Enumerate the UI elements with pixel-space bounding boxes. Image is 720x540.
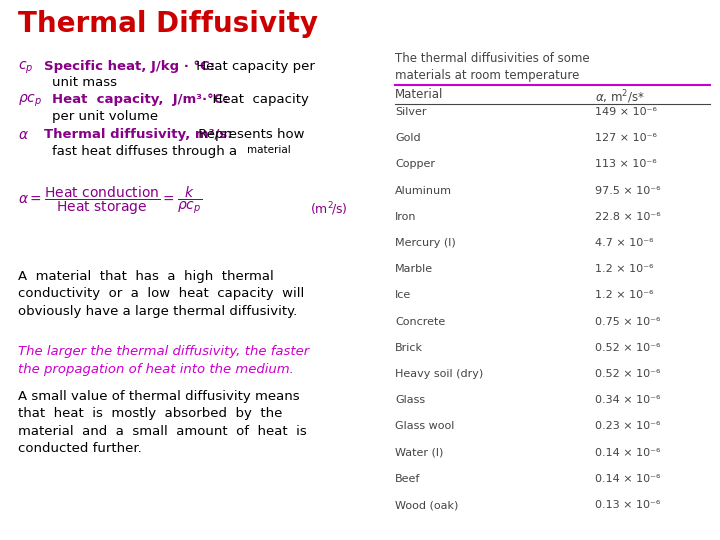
Text: unit mass: unit mass <box>52 76 117 89</box>
Text: Concrete: Concrete <box>395 316 445 327</box>
Text: Thermal diffusivity, m²/s:: Thermal diffusivity, m²/s: <box>44 128 233 141</box>
Text: A  material  that  has  a  high  thermal
conductivity  or  a  low  heat  capacit: A material that has a high thermal condu… <box>18 270 305 318</box>
Text: Ice: Ice <box>395 291 411 300</box>
Text: The thermal diffusivities of some
materials at room temperature: The thermal diffusivities of some materi… <box>395 52 590 82</box>
Text: $(\mathrm{m}^2\!/\mathrm{s})$: $(\mathrm{m}^2\!/\mathrm{s})$ <box>310 200 348 218</box>
Text: Silver: Silver <box>395 107 426 117</box>
Text: 0.34 × 10⁻⁶: 0.34 × 10⁻⁶ <box>595 395 660 405</box>
Text: 149 × 10⁻⁶: 149 × 10⁻⁶ <box>595 107 657 117</box>
Text: 0.14 × 10⁻⁶: 0.14 × 10⁻⁶ <box>595 474 660 484</box>
Text: $\alpha$, m$^2$/s*: $\alpha$, m$^2$/s* <box>595 88 645 106</box>
Text: Iron: Iron <box>395 212 416 222</box>
Text: 127 × 10⁻⁶: 127 × 10⁻⁶ <box>595 133 657 143</box>
Text: Thermal Diffusivity: Thermal Diffusivity <box>18 10 318 38</box>
Text: 1.2 × 10⁻⁶: 1.2 × 10⁻⁶ <box>595 264 653 274</box>
Text: $c_p$: $c_p$ <box>18 60 33 76</box>
Text: 0.13 × 10⁻⁶: 0.13 × 10⁻⁶ <box>595 500 660 510</box>
Text: The larger the thermal diffusivity, the faster
the propagation of heat into the : The larger the thermal diffusivity, the … <box>18 345 310 375</box>
Text: 1.2 × 10⁻⁶: 1.2 × 10⁻⁶ <box>595 291 653 300</box>
Text: 0.75 × 10⁻⁶: 0.75 × 10⁻⁶ <box>595 316 660 327</box>
Text: 0.52 × 10⁻⁶: 0.52 × 10⁻⁶ <box>595 369 660 379</box>
Text: Water (l): Water (l) <box>395 448 444 457</box>
Text: Heat  capacity,  J/m³·°C:: Heat capacity, J/m³·°C: <box>52 93 229 106</box>
Text: material: material <box>247 145 291 155</box>
Text: Wood (oak): Wood (oak) <box>395 500 459 510</box>
Text: 0.23 × 10⁻⁶: 0.23 × 10⁻⁶ <box>595 421 660 431</box>
Text: 113 × 10⁻⁶: 113 × 10⁻⁶ <box>595 159 657 170</box>
Text: Brick: Brick <box>395 343 423 353</box>
Text: Material: Material <box>395 88 444 101</box>
Text: $\rho c_p$: $\rho c_p$ <box>18 93 42 109</box>
Text: 22.8 × 10⁻⁶: 22.8 × 10⁻⁶ <box>595 212 661 222</box>
Text: A small value of thermal diffusivity means
that  heat  is  mostly  absorbed  by : A small value of thermal diffusivity mea… <box>18 390 307 456</box>
Text: Copper: Copper <box>395 159 435 170</box>
Text: 4.7 × 10⁻⁶: 4.7 × 10⁻⁶ <box>595 238 654 248</box>
Text: Heat capacity per: Heat capacity per <box>192 60 315 73</box>
Text: Marble: Marble <box>395 264 433 274</box>
Text: $\alpha = \dfrac{\mathrm{Heat\ conduction}}{\mathrm{Heat\ storage}} = \dfrac{k}{: $\alpha = \dfrac{\mathrm{Heat\ conductio… <box>18 185 202 217</box>
Text: 0.14 × 10⁻⁶: 0.14 × 10⁻⁶ <box>595 448 660 457</box>
Text: Glass wool: Glass wool <box>395 421 454 431</box>
Text: fast heat diffuses through a: fast heat diffuses through a <box>52 145 241 158</box>
Text: 97.5 × 10⁻⁶: 97.5 × 10⁻⁶ <box>595 186 660 195</box>
Text: Glass: Glass <box>395 395 425 405</box>
Text: Mercury (l): Mercury (l) <box>395 238 456 248</box>
Text: Heavy soil (dry): Heavy soil (dry) <box>395 369 483 379</box>
Text: Represents how: Represents how <box>194 128 305 141</box>
Text: Gold: Gold <box>395 133 420 143</box>
Text: 0.52 × 10⁻⁶: 0.52 × 10⁻⁶ <box>595 343 660 353</box>
Text: Heat  capacity: Heat capacity <box>204 93 309 106</box>
Text: $\alpha$: $\alpha$ <box>18 128 29 142</box>
Text: Aluminum: Aluminum <box>395 186 452 195</box>
Text: Specific heat, J/kg · °C:: Specific heat, J/kg · °C: <box>44 60 215 73</box>
Text: Beef: Beef <box>395 474 420 484</box>
Text: per unit volume: per unit volume <box>52 110 158 123</box>
